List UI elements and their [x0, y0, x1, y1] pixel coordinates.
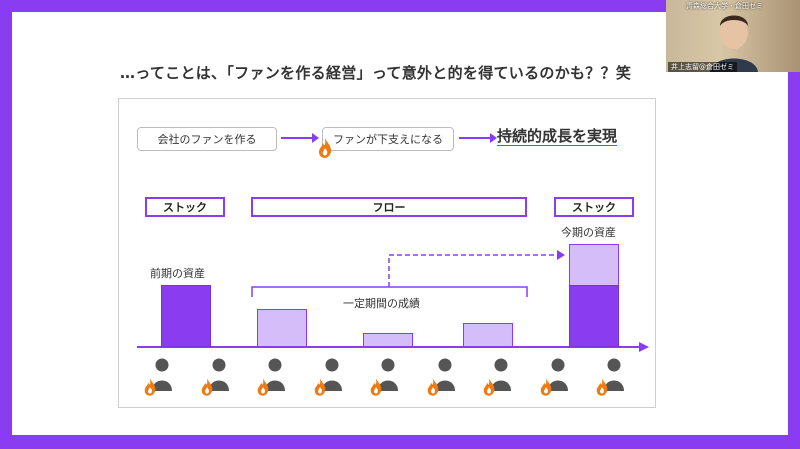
flame-icon: [595, 377, 609, 401]
flame-icon: [426, 377, 440, 401]
fan-person-icon: [264, 357, 286, 397]
flame-icon: [369, 377, 383, 401]
bracket-and-arrows: [137, 250, 649, 352]
flame-icon: [313, 377, 327, 401]
fan-person-icon: [547, 357, 569, 397]
flow-step-create-fans: 会社のファンを作る: [137, 127, 277, 151]
flow-result-sustainable-growth: 持続的成長を実現: [497, 127, 618, 145]
fan-person-icon: [208, 357, 230, 397]
video-top-caption: 青森総合大学・倉田ゼミ: [686, 2, 763, 10]
current-assets-bar-increment: [569, 244, 619, 286]
current-assets-bar-base: [569, 285, 619, 347]
flame-icon: [143, 377, 157, 401]
diagram-area: 会社のファンを作る ファンが下支えになる 持続的成長を実現 ストック フロー ス…: [118, 98, 656, 408]
flow-arrow-1: [281, 133, 319, 143]
fan-person-icon: [321, 357, 343, 397]
prev-assets-label: 前期の資産: [150, 267, 205, 280]
flow-arrow-2: [459, 133, 497, 143]
flame-icon: [482, 377, 496, 401]
fan-person-icon: [603, 357, 625, 397]
flame-icon: [319, 138, 332, 158]
flow-step-fans-support: ファンが下支えになる: [322, 127, 454, 151]
participant-video: 青森総合大学・倉田ゼミ 井上志留@倉田ゼミ: [666, 0, 800, 72]
flow-bar-3: [463, 323, 513, 347]
flow-bar-1: [257, 309, 307, 347]
phase-stock-left: ストック: [145, 197, 225, 217]
phase-stock-right: ストック: [554, 197, 634, 217]
prev-assets-bar: [161, 285, 211, 347]
fan-person-icon: [377, 357, 399, 397]
flame-icon: [256, 377, 270, 401]
flow-bar-2: [363, 333, 413, 347]
presentation-slide: …ってことは、「ファンを作る経営」って意外と的を得ているのかも？？笑 会社のファ…: [12, 12, 788, 435]
fan-person-icon: [434, 357, 456, 397]
flame-icon: [200, 377, 214, 401]
slide-headline: …ってことは、「ファンを作る経営」って意外と的を得ているのかも？？笑: [120, 64, 632, 82]
current-assets-label: 今期の資産: [561, 226, 616, 239]
fan-person-icon: [151, 357, 173, 397]
phase-flow: フロー: [251, 197, 527, 217]
period-results-label: 一定期間の成績: [343, 297, 420, 310]
participant-name: 井上志留@倉田ゼミ: [668, 62, 737, 72]
fan-person-icon: [490, 357, 512, 397]
flame-icon: [539, 377, 553, 401]
